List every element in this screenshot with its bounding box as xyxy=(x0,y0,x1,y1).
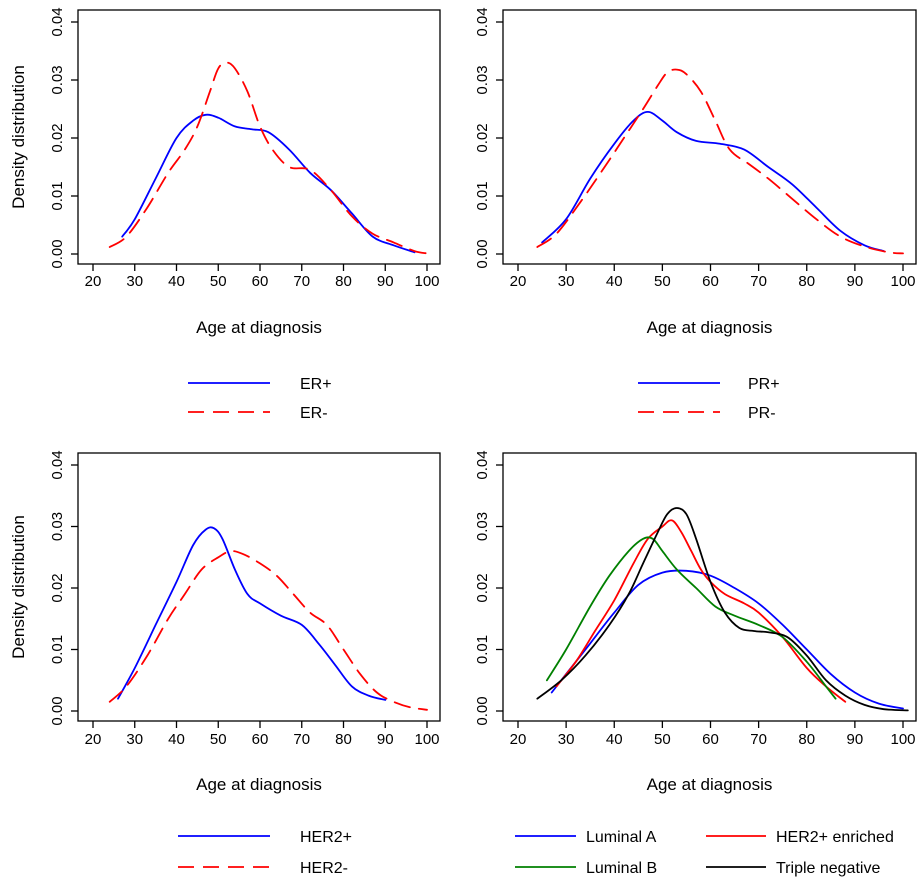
legend-label: PR- xyxy=(748,405,776,422)
y-tick-label: 0.01 xyxy=(49,181,66,210)
x-tick-label: 100 xyxy=(890,273,915,290)
y-tick-label: 0.00 xyxy=(49,239,66,268)
x-tick-label: 90 xyxy=(847,731,864,748)
legend-label: Luminal A xyxy=(586,829,657,846)
x-tick-label: 40 xyxy=(606,731,623,748)
x-tick-label: 100 xyxy=(414,273,439,290)
legend-label: HER2+ enriched xyxy=(776,829,894,846)
plot-frame xyxy=(502,452,917,722)
x-axis-title: Age at diagnosis xyxy=(196,318,322,337)
plot-frame xyxy=(77,452,441,722)
x-tick-label: 50 xyxy=(654,273,671,290)
series-line-er- xyxy=(121,113,416,254)
y-tick-label: 0.01 xyxy=(474,635,491,664)
x-tick-label: 80 xyxy=(335,273,352,290)
series-line-her2-enriched xyxy=(555,519,847,703)
y-axis-title: Density distribution xyxy=(9,515,28,659)
x-tick-label: 50 xyxy=(210,731,227,748)
y-tick-label: 0.03 xyxy=(49,65,66,94)
x-tick-label: 30 xyxy=(126,731,143,748)
y-axis-title: Density distribution xyxy=(9,65,28,209)
x-axis-title: Age at diagnosis xyxy=(647,318,773,337)
y-tick-label: 0.03 xyxy=(474,65,491,94)
legend-label: HER2+ xyxy=(300,829,352,846)
y-tick-label: 0.04 xyxy=(49,7,66,36)
y-tick-label: 0.04 xyxy=(474,450,491,479)
legend-label: ER- xyxy=(300,405,328,422)
plot-frame xyxy=(502,9,917,265)
y-tick-label: 0.02 xyxy=(474,123,491,152)
x-tick-label: 70 xyxy=(750,731,767,748)
series-line-pr- xyxy=(541,111,885,252)
x-tick-label: 100 xyxy=(890,731,915,748)
series-line-her2- xyxy=(117,526,387,701)
chart-panel-2: 20 30 40 50 60 70 80 90 100 0.00 0.01 0.02 0.03 0.04 A… xyxy=(474,7,917,422)
x-tick-label: 80 xyxy=(335,731,352,748)
x-axis-title: Age at diagnosis xyxy=(196,775,322,794)
y-tick-label: 0.00 xyxy=(474,239,491,268)
series-line-triple-negative xyxy=(536,507,909,712)
x-tick-label: 60 xyxy=(702,731,719,748)
x-tick-label: 90 xyxy=(847,273,864,290)
x-tick-label: 60 xyxy=(702,273,719,290)
x-tick-label: 30 xyxy=(558,273,575,290)
x-tick-label: 70 xyxy=(750,273,767,290)
x-tick-label: 100 xyxy=(414,731,439,748)
y-tick-label: 0.02 xyxy=(49,573,66,602)
x-tick-label: 40 xyxy=(168,273,185,290)
y-tick-label: 0.00 xyxy=(474,696,491,725)
x-tick-label: 40 xyxy=(168,731,185,748)
x-tick-label: 20 xyxy=(85,731,102,748)
x-tick-label: 40 xyxy=(606,273,623,290)
x-tick-label: 20 xyxy=(510,273,527,290)
x-tick-label: 30 xyxy=(126,273,143,290)
x-tick-label: 50 xyxy=(654,731,671,748)
y-tick-label: 0.02 xyxy=(49,123,66,152)
series-line-her2- xyxy=(108,550,428,711)
legend: ER+ ER- xyxy=(188,376,332,422)
series-line-pr- xyxy=(536,68,904,255)
x-tick-label: 50 xyxy=(210,273,227,290)
series-line-luminal-a xyxy=(550,569,904,710)
x-tick-label: 90 xyxy=(377,731,394,748)
y-tick-label: 0.04 xyxy=(49,450,66,479)
legend: HER2+ HER2- xyxy=(178,829,352,877)
legend-label: Luminal B xyxy=(586,860,657,877)
y-tick-label: 0.00 xyxy=(49,696,66,725)
y-tick-label: 0.04 xyxy=(474,7,491,36)
legend-label: ER+ xyxy=(300,376,332,393)
chart-panel-4: 20 30 40 50 60 70 80 90 100 0.00 0.01 0.02 0.03 0.04 A… xyxy=(474,450,917,877)
x-tick-label: 70 xyxy=(293,273,310,290)
x-tick-label: 60 xyxy=(252,731,269,748)
y-tick-label: 0.03 xyxy=(49,512,66,541)
x-tick-label: 20 xyxy=(85,273,102,290)
y-tick-label: 0.02 xyxy=(474,573,491,602)
x-tick-label: 30 xyxy=(558,731,575,748)
series-line-luminal-b xyxy=(546,536,837,700)
chart-panel-1: 20 30 40 50 60 70 80 90 100 0.00 0.01 0.02 0.03 0.04 A… xyxy=(9,7,441,422)
plot-frame xyxy=(77,9,441,265)
x-tick-label: 80 xyxy=(798,731,815,748)
x-tick-label: 90 xyxy=(377,273,394,290)
x-tick-label: 60 xyxy=(252,273,269,290)
y-tick-label: 0.01 xyxy=(49,635,66,664)
legend-label: PR+ xyxy=(748,376,780,393)
legend: Luminal A HER2+ enriched Luminal B Triple n… xyxy=(515,829,894,877)
x-tick-label: 80 xyxy=(798,273,815,290)
legend-label: HER2- xyxy=(300,860,348,877)
x-tick-label: 70 xyxy=(293,731,310,748)
legend-label: Triple negative xyxy=(776,860,880,877)
legend: PR+ PR- xyxy=(638,376,780,422)
y-tick-label: 0.03 xyxy=(474,512,491,541)
chart-panel-3: 20 30 40 50 60 70 80 90 100 0.00 0.01 0.02 0.03 0.04 A… xyxy=(9,450,441,877)
x-axis-title: Age at diagnosis xyxy=(647,775,773,794)
x-tick-label: 20 xyxy=(510,731,527,748)
series-line-er- xyxy=(108,61,428,255)
y-tick-label: 0.01 xyxy=(474,181,491,210)
